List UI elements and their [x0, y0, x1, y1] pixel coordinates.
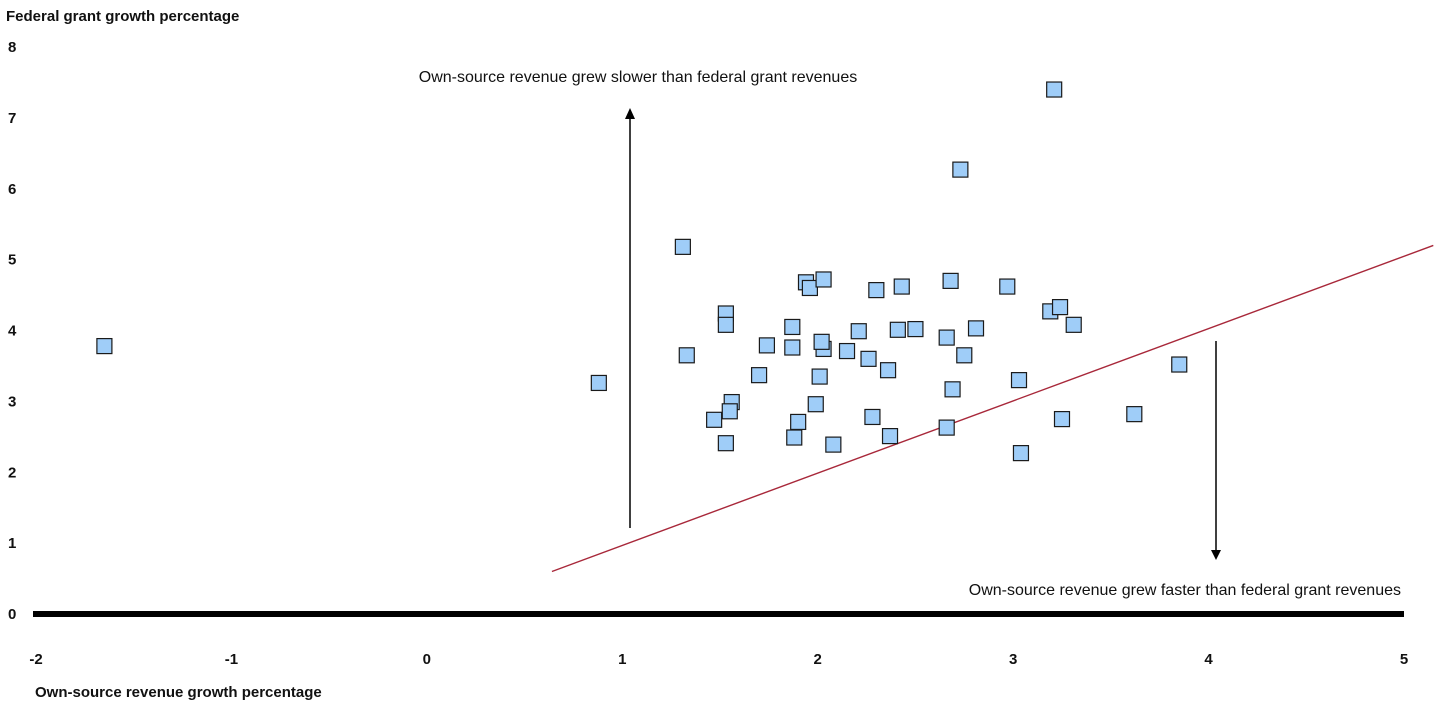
data-point: [1126, 406, 1143, 423]
data-point: [786, 429, 803, 446]
data-point: [784, 339, 801, 356]
annotation-faster: Own-source revenue grew faster than fede…: [969, 582, 1401, 599]
annotation-arrows: [625, 108, 1221, 560]
y-tick-label: 0: [8, 606, 16, 623]
y-tick-labels: 0 1 2 3 4 5 6 7 8: [8, 39, 17, 623]
data-point: [838, 342, 856, 360]
data-point: [999, 278, 1016, 295]
data-point: [952, 161, 969, 178]
x-tick-label: 1: [618, 651, 626, 668]
data-point: [750, 367, 768, 384]
data-point: [893, 278, 910, 295]
x-tick-label: 5: [1400, 651, 1408, 668]
data-point: [1010, 372, 1028, 389]
y-tick-label: 7: [8, 110, 16, 127]
data-point: [674, 238, 691, 255]
data-point: [96, 337, 113, 355]
x-tick-labels: -2 -1 0 1 2 3 4 5: [29, 651, 1408, 668]
data-point: [807, 396, 824, 413]
y-tick-label: 3: [8, 393, 16, 410]
data-point: [590, 374, 607, 392]
y-tick-label: 8: [8, 39, 16, 56]
data-point: [717, 316, 734, 333]
y-axis-title: Federal grant growth percentage: [6, 8, 239, 25]
x-tick-label: -2: [29, 651, 42, 668]
data-point: [938, 329, 955, 346]
data-point: [1053, 410, 1071, 428]
data-point: [850, 323, 867, 340]
data-point: [706, 411, 723, 428]
data-point: [717, 435, 734, 452]
x-tick-label: 2: [814, 651, 822, 668]
y-tick-label: 4: [8, 323, 17, 340]
data-point: [721, 403, 738, 420]
data-point: [864, 408, 881, 426]
x-tick-label: -1: [225, 651, 238, 668]
data-point: [956, 347, 973, 364]
arrow-down-head: [1211, 550, 1221, 560]
x-tick-label: 0: [423, 651, 431, 668]
data-point: [790, 413, 807, 431]
data-points: [96, 81, 1188, 462]
data-point: [678, 347, 695, 364]
x-tick-label: 3: [1009, 651, 1017, 668]
data-point: [938, 419, 955, 436]
x-tick-label: 4: [1204, 651, 1213, 668]
data-point: [967, 320, 985, 337]
y-tick-label: 2: [8, 464, 16, 481]
annotation-slower: Own-source revenue grew slower than fede…: [419, 69, 857, 86]
data-point: [942, 272, 959, 289]
data-point: [813, 333, 830, 350]
data-point: [1051, 299, 1069, 316]
data-point: [1065, 316, 1082, 333]
data-point: [1012, 445, 1030, 462]
x-axis-title: Own-source revenue growth percentage: [35, 684, 322, 701]
data-point: [758, 337, 776, 354]
data-point: [860, 350, 877, 367]
data-point: [879, 362, 897, 379]
y-tick-label: 5: [8, 252, 16, 269]
data-point: [1171, 356, 1188, 373]
reference-line: [551, 244, 1434, 573]
data-point: [815, 271, 832, 288]
data-point: [784, 318, 801, 336]
data-point: [889, 321, 906, 338]
data-point: [825, 436, 842, 453]
data-point: [944, 381, 961, 398]
y-tick-label: 6: [8, 181, 16, 198]
data-point: [907, 320, 924, 338]
data-point: [811, 368, 828, 385]
y-tick-label: 1: [8, 535, 16, 552]
data-point: [801, 279, 818, 297]
data-point: [868, 282, 885, 299]
data-point: [1046, 81, 1063, 98]
data-point: [881, 428, 899, 445]
arrow-up-head: [625, 108, 635, 119]
